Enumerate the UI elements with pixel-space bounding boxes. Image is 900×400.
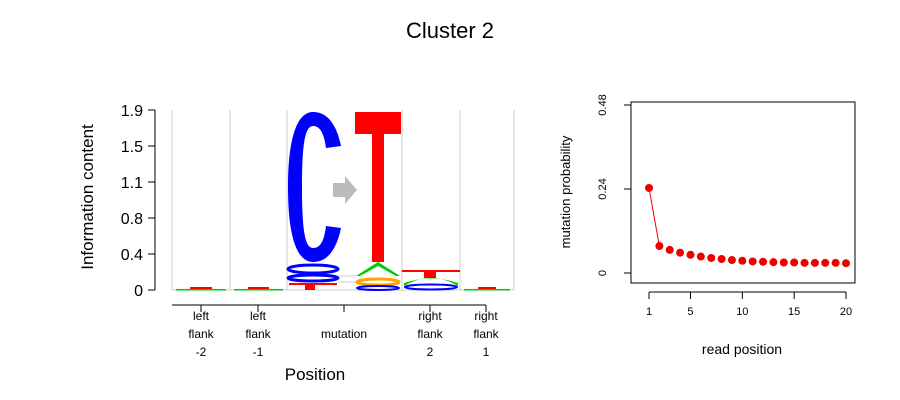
logo-letter-T (424, 272, 436, 278)
logo-x-tick-label: flank (188, 327, 214, 341)
logo-x-tick-label: right (418, 309, 442, 323)
logo-letter-C-large (288, 112, 341, 262)
logo-x-tick-label: -2 (196, 345, 207, 359)
logo-flank-mark (190, 287, 212, 289)
logo-flank-mark (464, 289, 510, 291)
mutation-arrow-icon (333, 176, 357, 204)
logo-letter-T-large-stem (372, 134, 384, 262)
logo-letter-T (402, 270, 460, 272)
logo-flank-mark (478, 287, 496, 289)
logo-y-tick-label: 0.8 (121, 211, 143, 228)
logo-letter-T (289, 283, 337, 285)
logo-letter-A (356, 262, 400, 276)
logo-flank-mark (234, 289, 283, 291)
logo-x-tick-label: right (474, 309, 498, 323)
logo-letter-C (404, 283, 458, 291)
logo-x-tick-label: 2 (427, 345, 434, 359)
logo-letter-C (286, 263, 340, 275)
logo-y-tick-label: 0.4 (121, 247, 143, 264)
logo-x-tick-label: 1 (483, 345, 490, 359)
logo-y-axis: 0 0.4 0.8 1.1 1.5 1.9 (121, 103, 156, 300)
logo-x-tick-label: mutation (321, 327, 367, 341)
logo-x-axis: left flank -2 left flank -1 mutation right flank… (172, 304, 500, 359)
logo-letter-A (404, 278, 458, 286)
logo-dividers (171, 110, 515, 291)
logo-x-tick-label: left (250, 309, 267, 323)
logo-x-tick-label: flank (245, 327, 271, 341)
logo-letter-C (356, 285, 400, 291)
logo-y-tick-label: 0 (134, 283, 143, 300)
logo-y-axis-label: Information content (78, 124, 97, 270)
logo-y-tick-label: 1.5 (121, 139, 143, 156)
logo-glyphs (176, 112, 510, 291)
logo-y-tick-label: 1.9 (121, 103, 143, 120)
logo-flank-mark (176, 289, 226, 291)
logo-flank-mark (248, 287, 269, 289)
logo-y-tick-label: 1.1 (121, 175, 143, 192)
logo-x-tick-label: flank (473, 327, 499, 341)
logo-letter-G (286, 273, 340, 283)
chart-title: Cluster 2 (405, 18, 495, 43)
logo-letter-G (355, 277, 401, 287)
logo-x-tick-label: -1 (253, 345, 264, 359)
logo-x-axis-label: Position (285, 365, 345, 384)
logo-x-tick-label: flank (417, 327, 443, 341)
logo-letter-T-large (355, 112, 401, 134)
logo-letter-T (305, 285, 315, 290)
logo-x-tick-label: left (193, 309, 210, 323)
